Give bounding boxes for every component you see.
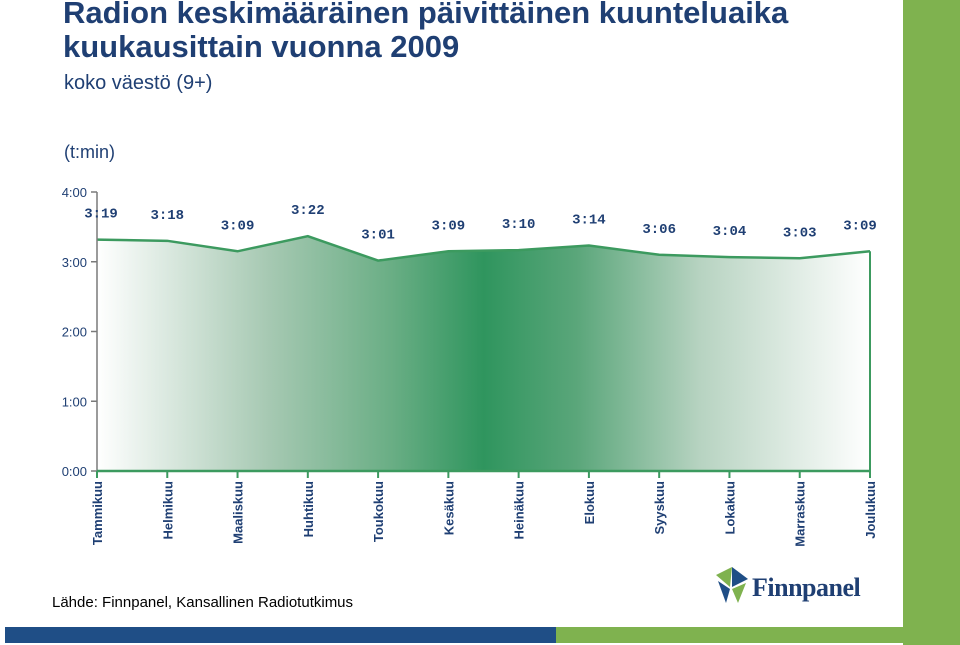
decorative-footer-bar-blue [5,627,556,643]
data-label: 3:06 [642,222,676,238]
x-tick-label: Tammikuu [90,481,105,545]
data-label: 3:03 [783,225,817,241]
x-tick-label: Lokakuu [722,481,737,535]
y-tick-label: 4:00 [62,185,87,200]
data-label: 3:18 [150,208,184,224]
x-tick-label: Toukokuu [371,481,386,542]
data-label: 3:19 [84,207,118,223]
x-tick-label: Elokuu [582,481,597,524]
finnpanel-logo: Finnpanel [714,565,874,609]
x-tick-label: Huhtikuu [301,481,316,537]
decorative-footer-bar-green [556,627,903,643]
y-axis-unit: (t:min) [64,142,115,162]
area-fill [97,236,870,471]
source-note: Lähde: Finnpanel, Kansallinen Radiotutki… [52,594,354,611]
finnpanel-logo-icon [716,567,748,603]
data-label: 3:04 [713,224,747,240]
chart-subtitle: koko väestö (9+) [64,72,213,94]
x-tick-label: Kesäkuu [441,481,456,535]
data-label: 3:22 [291,203,325,219]
x-tick-label: Heinäkuu [512,481,527,540]
x-tick-label: Marraskuu [793,481,808,547]
series-line [96,234,871,262]
y-tick-label: 3:00 [62,255,87,270]
data-label: 3:09 [843,218,877,234]
y-tick-label: 0:00 [62,464,87,479]
decorative-side-bar [903,0,960,645]
finnpanel-logo-text: Finnpanel [752,573,861,602]
data-label: 3:10 [502,217,536,233]
area-chart: 0:00 1:00 2:00 3:00 4:00 Tammikuu Helmikuu Maal… [62,185,878,547]
x-tick-label: Helmikuu [160,481,175,540]
data-label: 3:01 [361,228,395,244]
data-label: 3:09 [221,218,255,234]
y-tick-label: 2:00 [62,325,87,340]
chart-title: Radion keskimääräinen päivittäinen kuunt… [63,0,789,64]
y-tick-label: 1:00 [62,394,87,409]
data-label: 3:09 [432,218,466,234]
x-tick-label: Maaliskuu [231,481,246,544]
x-tick-label: Joulukuu [863,481,878,539]
x-tick-label: Syyskuu [652,481,667,535]
data-label: 3:14 [572,212,606,228]
